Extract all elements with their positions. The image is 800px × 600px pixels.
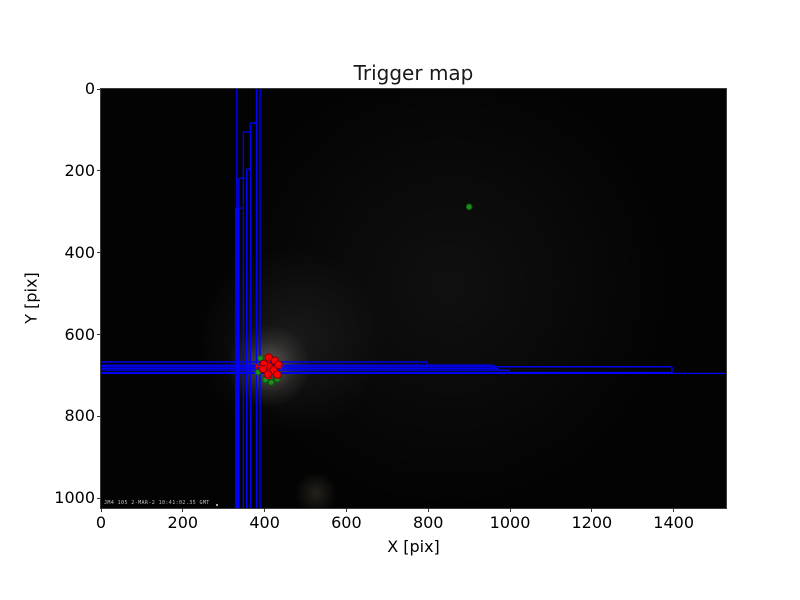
x-tick-label: 600 [331, 513, 362, 532]
green-scatter-point [267, 379, 275, 386]
green-scatter-point [257, 354, 264, 362]
y-tick-label: 800 [64, 406, 95, 426]
x-tick-label: 800 [412, 513, 444, 532]
y-tick-mark [97, 334, 101, 335]
x-tick-label: 400 [249, 513, 280, 532]
y-tick-label: 1000 [54, 488, 95, 508]
y-tick-mark [97, 170, 101, 172]
y-tick-label: 600 [64, 324, 95, 344]
y-tick-mark [97, 88, 101, 90]
plot-canvas [101, 89, 726, 508]
x-tick-label: 1200 [571, 513, 613, 532]
x-tick-mark [591, 508, 593, 512]
green-scatter-point [465, 203, 473, 211]
faint-star-dot [216, 504, 218, 506]
chart-title: Trigger map [353, 61, 474, 85]
y-tick-label: 0 [84, 79, 95, 98]
x-tick-label: 1000 [489, 513, 531, 532]
x-tick-label: 200 [167, 513, 199, 532]
x-axis-label: X [pix] [387, 537, 440, 556]
x-tick-mark [100, 508, 102, 512]
red-scatter-point [272, 370, 282, 379]
plot-area: JM4 105 2-MAR-2 10:41:02.35 GMT [101, 89, 726, 508]
x-tick-mark [427, 508, 429, 512]
y-tick-mark [97, 415, 101, 417]
y-tick-label: 200 [64, 160, 95, 180]
x-tick-mark [345, 508, 347, 512]
y-tick-mark [97, 497, 101, 499]
x-tick-label: 1400 [653, 513, 694, 532]
y-axis-label: Y [pix] [21, 272, 41, 324]
x-tick-mark [182, 508, 184, 512]
x-tick-mark [509, 508, 511, 512]
image-timestamp-overlay: JM4 105 2-MAR-2 10:41:02.35 GMT [104, 500, 210, 506]
y-tick-label: 400 [64, 242, 95, 262]
x-tick-mark [264, 508, 266, 512]
x-tick-label: 0 [95, 513, 107, 532]
y-tick-mark [97, 252, 101, 254]
x-tick-mark [673, 508, 675, 512]
